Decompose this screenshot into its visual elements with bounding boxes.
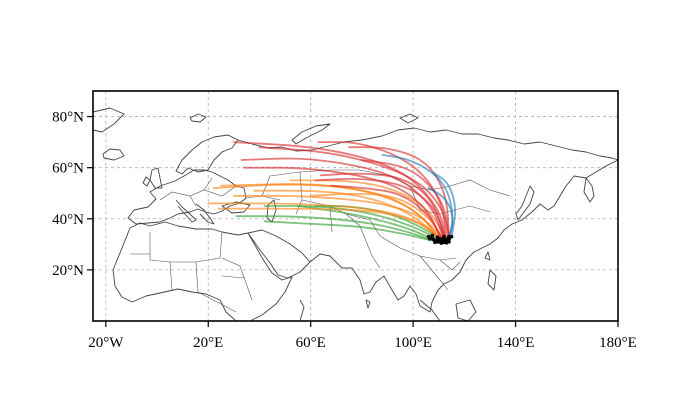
origin-markers bbox=[426, 233, 454, 245]
sumatra-outline bbox=[419, 299, 441, 321]
trajectory-red-21 bbox=[330, 184, 445, 243]
africa-outline bbox=[112, 221, 293, 321]
madagascar-outline bbox=[299, 299, 305, 321]
ireland-outline bbox=[142, 176, 151, 187]
trajectories bbox=[207, 141, 457, 243]
y-tick-label-3: 80°N bbox=[52, 110, 84, 126]
taiwan-outline bbox=[484, 251, 491, 261]
balkans-outline bbox=[195, 203, 215, 225]
x-tick-label-1: 20°E bbox=[193, 335, 223, 351]
axes-frame bbox=[92, 90, 619, 322]
y-tick-label-2: 60°N bbox=[52, 161, 84, 177]
novaya-zemlya-outline bbox=[291, 123, 331, 145]
borneo-outline bbox=[455, 299, 477, 321]
y-tick-label-0: 20°N bbox=[52, 263, 84, 279]
x-tick-label-4: 140°E bbox=[497, 335, 535, 351]
scandinavia-outline bbox=[175, 134, 239, 175]
philippines-outline bbox=[487, 269, 497, 291]
japan-outline bbox=[515, 185, 535, 221]
origin-marker-36 bbox=[444, 241, 449, 245]
trajectory-green-2 bbox=[263, 220, 438, 243]
severnaya-zemlya-outline bbox=[399, 113, 419, 124]
origin-marker-34 bbox=[428, 236, 432, 241]
axis-ticks: 20°W 20°E 60°E 100°E 140°E 180°E 20°N 40°N 60°N 8… bbox=[52, 110, 637, 351]
y-tick-label-1: 40°N bbox=[52, 212, 84, 228]
iceland-outline bbox=[102, 148, 125, 161]
arabia-outline bbox=[247, 229, 311, 279]
x-tick-label-5: 180°E bbox=[599, 335, 637, 351]
origin-marker-16 bbox=[444, 237, 449, 241]
trajectory-red-13 bbox=[233, 141, 448, 243]
sri-lanka-outline bbox=[365, 299, 371, 309]
origin-marker-24 bbox=[449, 234, 454, 239]
trajectory-red-14 bbox=[240, 157, 445, 241]
trajectory-blue-24 bbox=[432, 171, 457, 238]
trajectory-red-20 bbox=[314, 177, 448, 243]
origin-marker-6 bbox=[442, 234, 446, 239]
svalbard-outline bbox=[189, 113, 207, 123]
asia-outline bbox=[237, 127, 618, 313]
origin-marker-17 bbox=[442, 237, 446, 241]
origin-marker-22 bbox=[439, 237, 444, 241]
origin-marker-31 bbox=[430, 233, 435, 238]
x-tick-label-2: 60°E bbox=[296, 335, 326, 351]
origin-marker-9 bbox=[447, 234, 451, 239]
origin-marker-35 bbox=[433, 240, 437, 245]
origin-marker-25 bbox=[447, 237, 451, 241]
greenland-outline bbox=[93, 107, 125, 133]
map-background bbox=[93, 91, 618, 321]
trajectory-orange-10 bbox=[253, 189, 440, 241]
italy-outline bbox=[175, 199, 197, 223]
trajectory-red-17 bbox=[317, 141, 448, 241]
kamchatka-outline bbox=[583, 177, 595, 203]
x-tick-label-0: 20°W bbox=[88, 335, 124, 351]
x-tick-label-3: 100°E bbox=[394, 335, 432, 351]
origin-marker-37 bbox=[435, 235, 440, 239]
